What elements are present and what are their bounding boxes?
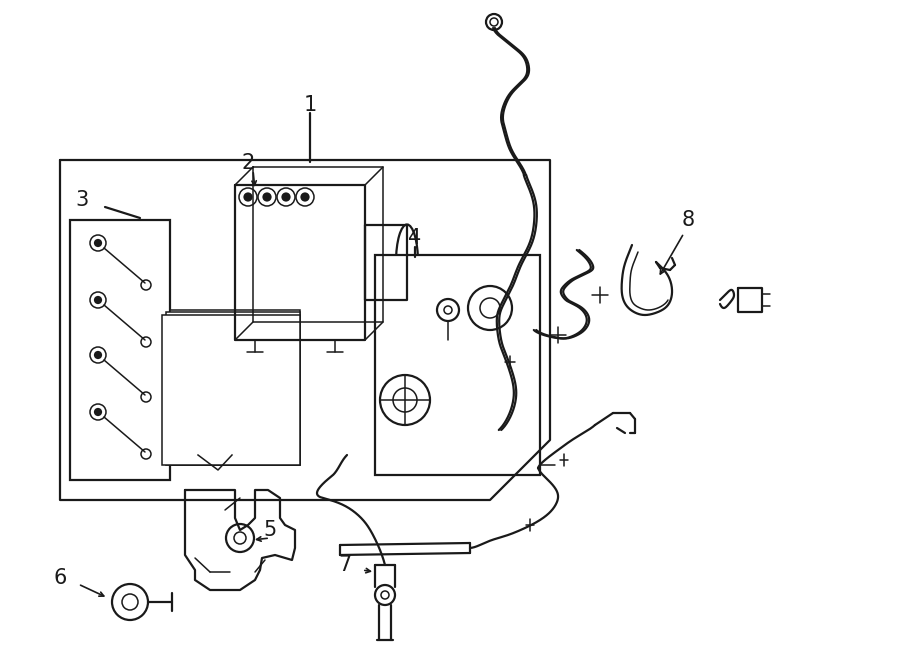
Bar <box>70 220 170 480</box>
Circle shape <box>112 584 148 620</box>
Text: 5: 5 <box>264 520 276 540</box>
Circle shape <box>90 292 106 308</box>
Circle shape <box>90 404 106 420</box>
Text: 1: 1 <box>303 95 317 115</box>
Circle shape <box>90 347 106 363</box>
Circle shape <box>437 299 459 321</box>
Circle shape <box>141 392 151 402</box>
Circle shape <box>393 388 417 412</box>
Circle shape <box>122 594 138 610</box>
Text: 7: 7 <box>338 555 352 575</box>
Circle shape <box>480 298 500 318</box>
Circle shape <box>234 532 246 544</box>
Circle shape <box>258 188 276 206</box>
Circle shape <box>95 352 101 358</box>
Circle shape <box>245 194 251 200</box>
Bar <box>170 310 300 465</box>
Circle shape <box>375 585 395 605</box>
Text: 6: 6 <box>53 568 67 588</box>
Circle shape <box>226 524 254 552</box>
Text: 8: 8 <box>681 210 695 230</box>
Text: 4: 4 <box>409 228 421 248</box>
Circle shape <box>239 188 257 206</box>
Circle shape <box>141 449 151 459</box>
Circle shape <box>95 297 101 303</box>
Circle shape <box>302 194 309 200</box>
Text: 3: 3 <box>76 190 88 210</box>
Bar <box>162 315 300 465</box>
Circle shape <box>380 375 430 425</box>
Bar <box>375 255 540 475</box>
Circle shape <box>486 14 502 30</box>
Circle shape <box>95 240 101 246</box>
Circle shape <box>468 286 512 330</box>
Circle shape <box>444 306 452 314</box>
Circle shape <box>95 409 101 415</box>
Circle shape <box>264 194 271 200</box>
Circle shape <box>490 18 498 26</box>
Circle shape <box>277 188 295 206</box>
Circle shape <box>296 188 314 206</box>
Circle shape <box>90 235 106 251</box>
Text: 2: 2 <box>241 153 255 173</box>
Bar <box>166 312 300 465</box>
Ellipse shape <box>396 225 418 299</box>
Circle shape <box>381 591 389 599</box>
Circle shape <box>141 280 151 290</box>
Circle shape <box>283 194 290 200</box>
Circle shape <box>141 337 151 347</box>
